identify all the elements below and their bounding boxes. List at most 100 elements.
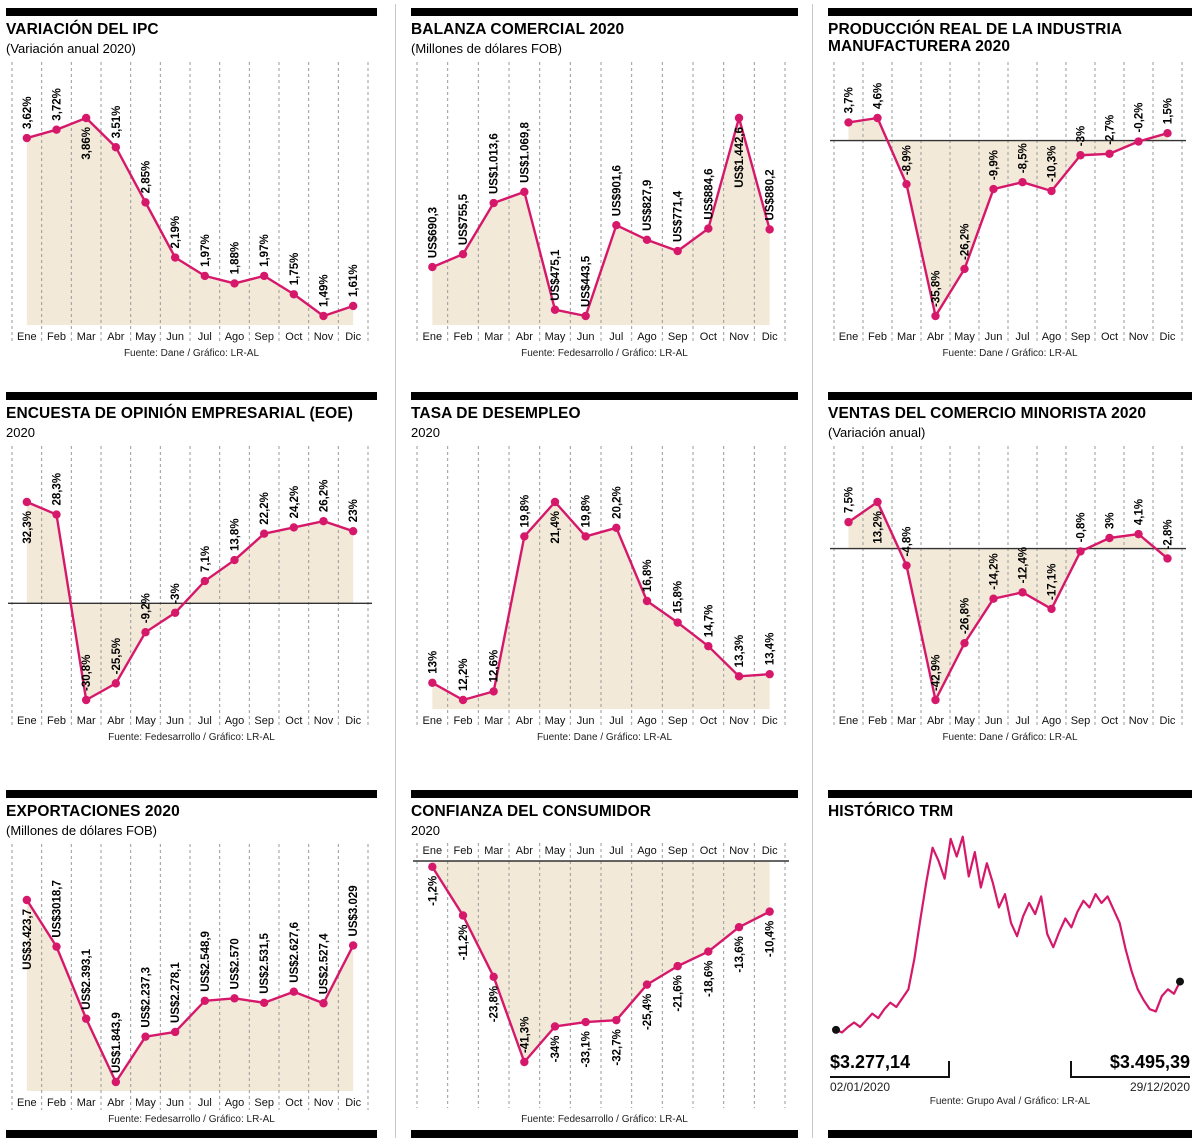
svg-text:22,2%: 22,2%	[259, 492, 271, 525]
svg-text:1,88%: 1,88%	[230, 242, 242, 275]
svg-text:-11,2%: -11,2%	[458, 925, 470, 961]
svg-text:1,61%: 1,61%	[348, 265, 360, 298]
svg-text:-34%: -34%	[550, 1036, 562, 1063]
svg-text:13,4%: 13,4%	[765, 633, 777, 666]
svg-text:Nov: Nov	[729, 715, 749, 727]
svg-text:1,49%: 1,49%	[319, 275, 331, 308]
svg-text:Nov: Nov	[314, 1097, 334, 1109]
svg-text:4,6%: 4,6%	[873, 83, 885, 109]
svg-text:14,7%: 14,7%	[703, 605, 715, 638]
svg-text:Abr: Abr	[516, 331, 533, 343]
svg-text:3,72%: 3,72%	[52, 88, 64, 121]
chart-title: VARIACIÓN DEL IPC	[6, 21, 159, 38]
svg-text:Nov: Nov	[314, 715, 334, 727]
svg-text:US$3.029: US$3.029	[348, 886, 360, 937]
svg-text:-2,7%: -2,7%	[1105, 114, 1117, 144]
chart-subtitle: (Variación anual 2020)	[6, 41, 136, 57]
svg-text:May: May	[954, 715, 975, 727]
chart-title: EXPORTACIONES 2020	[6, 803, 180, 820]
svg-text:-2,8%: -2,8%	[1163, 520, 1175, 550]
svg-text:-4,8%: -4,8%	[902, 527, 914, 557]
svg-text:13%: 13%	[427, 651, 439, 674]
svg-text:May: May	[135, 1097, 156, 1109]
balanza-line-chart: Ene Feb Mar Abr May Jun Jul Ago Sep Oct Nov Dic US$6…	[416, 62, 786, 345]
chart-source: Fuente: Fedesarrollo / Gráfico: LR-AL	[521, 348, 688, 360]
svg-text:-3%: -3%	[170, 584, 182, 604]
svg-text:-10,4%: -10,4%	[765, 921, 777, 957]
svg-text:Ene: Ene	[423, 845, 443, 857]
svg-text:Abr: Abr	[927, 715, 944, 727]
svg-text:-1,2%: -1,2%	[427, 876, 439, 906]
chart-title: VENTAS DEL COMERCIO MINORISTA 2020	[828, 405, 1147, 422]
svg-text:-12,4%: -12,4%	[1018, 547, 1030, 583]
svg-text:Mar: Mar	[484, 715, 503, 727]
svg-text:-8,9%: -8,9%	[902, 145, 914, 175]
svg-text:-3%: -3%	[1076, 126, 1088, 146]
ventas-line-chart: Ene Feb Mar Abr May Jun Jul Ago Sep Oct Nov Dic 7,5%…	[830, 446, 1186, 729]
svg-text:Abr: Abr	[107, 331, 124, 343]
svg-text:May: May	[545, 331, 566, 343]
svg-text:Feb: Feb	[47, 1097, 66, 1109]
svg-text:13,8%: 13,8%	[230, 519, 242, 552]
svg-text:-23,8%: -23,8%	[489, 986, 501, 1022]
svg-text:Dic: Dic	[345, 715, 361, 727]
svg-text:Feb: Feb	[47, 331, 66, 343]
svg-text:Ago: Ago	[225, 331, 245, 343]
svg-text:28,3%: 28,3%	[52, 473, 64, 506]
trm-start-label: $3.277,14 02/01/2020	[830, 1052, 950, 1094]
svg-text:Ago: Ago	[225, 1097, 245, 1109]
title-bar	[828, 392, 1192, 400]
ipc-line-chart: Ene Feb Mar Abr May Jun Jul Ago Sep Oct Nov Dic 3,62…	[11, 62, 369, 345]
svg-text:Ene: Ene	[423, 715, 443, 727]
svg-text:-9,2%: -9,2%	[141, 594, 153, 624]
chart-title: TASA DE DESEMPLEO	[411, 405, 581, 422]
svg-text:Oct: Oct	[700, 845, 717, 857]
svg-text:26,2%: 26,2%	[319, 480, 331, 513]
chart-subtitle: (Millones de dólares FOB)	[6, 823, 157, 839]
svg-text:Abr: Abr	[516, 845, 533, 857]
svg-text:Oct: Oct	[700, 331, 717, 343]
svg-text:Feb: Feb	[454, 715, 473, 727]
svg-text:Ene: Ene	[423, 331, 443, 343]
svg-text:US$2.237,3: US$2.237,3	[141, 967, 153, 1028]
svg-text:Ene: Ene	[17, 1097, 37, 1109]
chart-title: BALANZA COMERCIAL 2020	[411, 21, 625, 38]
svg-text:Feb: Feb	[868, 331, 887, 343]
trm-endpoints: $3.277,14 02/01/2020 $3.495,39 29/12/202…	[828, 1052, 1192, 1094]
svg-text:-30,8%: -30,8%	[81, 655, 93, 691]
title-bar	[411, 392, 798, 400]
svg-text:Jul: Jul	[609, 845, 623, 857]
svg-text:Feb: Feb	[454, 845, 473, 857]
svg-text:Dic: Dic	[345, 1097, 361, 1109]
chart-title: ENCUESTA DE OPINIÓN EMPRESARIAL (EOE)	[6, 405, 354, 422]
svg-text:US$2.527,4: US$2.527,4	[319, 933, 331, 994]
svg-text:May: May	[545, 845, 566, 857]
panel-balanza-comercial: BALANZA COMERCIAL 2020 (Millones de dóla…	[395, 8, 812, 392]
chart-subtitle: 2020	[411, 823, 440, 839]
svg-text:Jun: Jun	[166, 715, 184, 727]
svg-text:Oct: Oct	[700, 715, 717, 727]
svg-text:Dic: Dic	[1160, 715, 1176, 727]
chart-title: PRODUCCIÓN REAL DE LA INDUSTRIA MANUFACT…	[828, 21, 1122, 56]
svg-text:3,7%: 3,7%	[844, 87, 856, 113]
svg-text:Dic: Dic	[762, 845, 778, 857]
chart-source: Fuente: Fedesarrollo / Gráfico: LR-AL	[521, 1114, 688, 1126]
infographic-grid: VARIACIÓN DEL IPC (Variación anual 2020)…	[0, 8, 1200, 1138]
panel-historico-trm: HISTÓRICO TRM $3.277,14 02/01/2020 $3.49…	[812, 790, 1200, 1130]
svg-text:-8,5%: -8,5%	[1018, 143, 1030, 173]
trm-start-value: $3.277,14	[830, 1052, 950, 1079]
svg-text:13,3%: 13,3%	[734, 635, 746, 668]
svg-text:Jun: Jun	[577, 331, 595, 343]
svg-text:US$475,1: US$475,1	[550, 249, 562, 301]
title-bar	[6, 790, 377, 798]
svg-text:-18,6%: -18,6%	[703, 961, 715, 997]
svg-text:Dic: Dic	[345, 331, 361, 343]
desempleo-line-chart: Ene Feb Mar Abr May Jun Jul Ago Sep Oct Nov Dic 13% 1…	[416, 446, 786, 729]
svg-text:Jul: Jul	[198, 331, 212, 343]
svg-text:32,3%: 32,3%	[22, 511, 34, 544]
svg-text:Mar: Mar	[484, 331, 503, 343]
svg-text:-33,1%: -33,1%	[581, 1031, 593, 1067]
svg-text:15,8%: 15,8%	[673, 581, 685, 614]
svg-text:Jul: Jul	[1015, 331, 1029, 343]
svg-text:Jul: Jul	[1015, 715, 1029, 727]
